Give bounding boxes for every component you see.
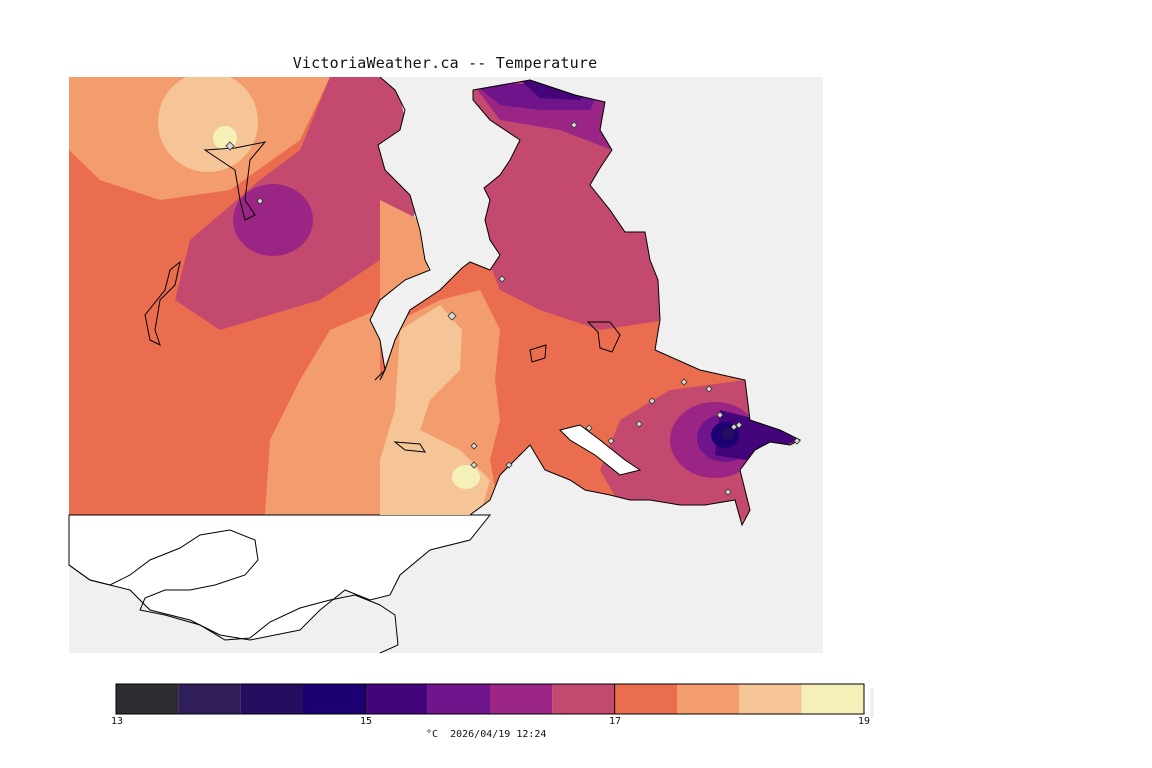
sooke-lake-outline: [144, 260, 181, 346]
legend-ticks: [115, 684, 865, 714]
legend-bin-0: [116, 684, 179, 714]
map-title: VictoriaWeather.ca -- Temperature: [292, 54, 598, 72]
strait-water: [68, 514, 492, 641]
legend-bin-4: [365, 684, 428, 714]
legend-timestamp: 2026/04/19 12:24: [450, 729, 547, 740]
station-markers: [225, 121, 801, 496]
station-marker[interactable]: [470, 442, 478, 450]
legend-bin-3: [303, 684, 366, 714]
legend-tick-19: 19: [858, 716, 871, 727]
station-marker[interactable]: [447, 311, 457, 321]
legend-tick-17: 17: [609, 716, 622, 727]
legend-bin-8: [614, 684, 677, 714]
station-marker[interactable]: [705, 385, 713, 393]
station-marker[interactable]: [648, 397, 656, 405]
legend-bin-1: [178, 684, 241, 714]
station-marker[interactable]: [607, 437, 615, 445]
legend-tick-15: 15: [360, 716, 373, 727]
saanich-inlet-coast: [379, 90, 521, 381]
station-marker[interactable]: [505, 461, 513, 469]
legend-unit: °C: [426, 729, 439, 740]
station-marker[interactable]: [724, 488, 732, 496]
station-marker[interactable]: [585, 424, 593, 432]
legend-caption: °C 2026/04/19 12:24: [426, 729, 546, 740]
station-marker[interactable]: [730, 423, 738, 431]
station-marker[interactable]: [498, 275, 506, 283]
station-marker[interactable]: [256, 197, 264, 205]
station-marker[interactable]: [225, 141, 235, 151]
station-marker[interactable]: [735, 421, 743, 429]
legend-tick-13: 13: [111, 716, 124, 727]
olympic-coast: [68, 529, 399, 654]
legend-bin-6: [490, 684, 553, 714]
station-marker[interactable]: [793, 437, 801, 445]
legend-bin-5: [427, 684, 490, 714]
station-marker[interactable]: [680, 378, 688, 386]
legend-bins: [116, 684, 864, 714]
legend-bin-10: [739, 684, 802, 714]
west-coastline: [369, 76, 431, 381]
lagoon-outline: [393, 441, 426, 453]
elk-lake-outline: [586, 321, 621, 353]
legend-bin-9: [677, 684, 740, 714]
station-marker[interactable]: [716, 411, 724, 419]
lake-outline: [203, 141, 267, 221]
harbour-outline: [559, 424, 642, 476]
legend-bin-2: [240, 684, 303, 714]
west-temperature-field: [69, 77, 430, 515]
station-marker[interactable]: [570, 121, 578, 129]
pond-outline: [529, 344, 547, 363]
station-marker[interactable]: [470, 461, 478, 469]
station-marker[interactable]: [635, 420, 643, 428]
legend-bin-7: [552, 684, 615, 714]
legend-bin-11: [801, 684, 864, 714]
